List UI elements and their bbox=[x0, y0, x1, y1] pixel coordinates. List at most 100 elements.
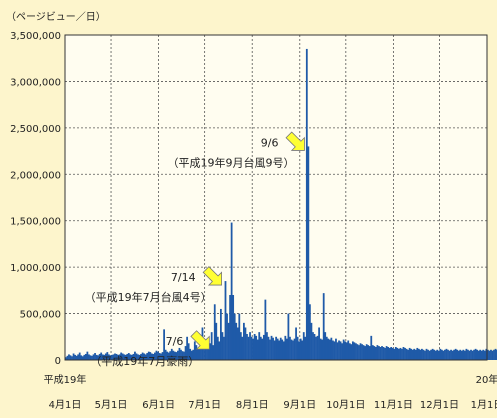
bar bbox=[275, 336, 278, 360]
annotation-arrow bbox=[285, 131, 305, 151]
bar bbox=[345, 342, 348, 360]
bar bbox=[293, 338, 296, 360]
bar bbox=[103, 354, 106, 360]
bar bbox=[65, 357, 67, 360]
bar bbox=[146, 353, 149, 360]
bar bbox=[339, 341, 342, 360]
bar bbox=[192, 349, 195, 360]
bar bbox=[100, 352, 103, 360]
x-tick-label: 8月1日 bbox=[236, 399, 269, 411]
bar bbox=[373, 346, 376, 360]
bar bbox=[249, 332, 251, 360]
bar bbox=[430, 349, 433, 360]
bar bbox=[312, 332, 314, 360]
bar bbox=[304, 336, 307, 360]
annotation-event: （平成19年9月台風9号） bbox=[167, 155, 294, 169]
bar bbox=[115, 353, 118, 360]
bar bbox=[282, 341, 285, 360]
bar bbox=[374, 347, 377, 360]
bar bbox=[307, 146, 310, 360]
y-axis-unit-label: （ページビュー／日） bbox=[6, 12, 106, 23]
bar bbox=[241, 336, 244, 360]
bar bbox=[401, 348, 403, 360]
bar bbox=[104, 353, 107, 360]
bar bbox=[224, 281, 227, 360]
bar bbox=[450, 349, 452, 360]
bar bbox=[358, 345, 360, 360]
bar bbox=[292, 340, 294, 360]
bar bbox=[213, 304, 216, 360]
bar bbox=[207, 347, 210, 360]
bar bbox=[183, 351, 185, 360]
bar bbox=[393, 348, 396, 360]
bar bbox=[134, 351, 136, 360]
bar bbox=[299, 338, 302, 360]
bar bbox=[355, 343, 357, 360]
bar bbox=[310, 322, 313, 360]
bar bbox=[433, 349, 436, 360]
bar bbox=[243, 322, 245, 360]
y-tick-label: 3,500,000 bbox=[10, 31, 61, 42]
bar bbox=[92, 354, 95, 360]
bar bbox=[470, 349, 472, 360]
bar bbox=[487, 349, 489, 360]
bar bbox=[474, 348, 477, 360]
bar bbox=[200, 347, 202, 360]
bar bbox=[178, 347, 181, 360]
bar bbox=[327, 338, 330, 360]
bar bbox=[365, 344, 368, 360]
bar bbox=[155, 350, 158, 360]
bar bbox=[394, 347, 397, 360]
bar bbox=[256, 339, 259, 360]
bar bbox=[351, 341, 354, 360]
bar bbox=[448, 350, 451, 360]
bar bbox=[442, 350, 445, 360]
bar bbox=[302, 332, 305, 360]
bar bbox=[135, 353, 138, 360]
bar bbox=[335, 338, 337, 360]
bar bbox=[138, 354, 141, 360]
bar bbox=[462, 349, 465, 360]
bar bbox=[396, 347, 399, 360]
bar bbox=[289, 336, 291, 360]
bar bbox=[259, 336, 262, 360]
bar bbox=[336, 342, 339, 360]
y-tick-label: 1,500,000 bbox=[10, 217, 61, 228]
bar bbox=[206, 347, 208, 360]
bar bbox=[471, 350, 474, 360]
bar bbox=[387, 347, 390, 360]
bar bbox=[121, 353, 124, 360]
bar bbox=[350, 344, 353, 360]
bar bbox=[269, 339, 271, 360]
bar bbox=[419, 349, 422, 360]
bar bbox=[316, 335, 319, 360]
bar bbox=[322, 293, 325, 360]
bar bbox=[364, 346, 367, 360]
bar bbox=[457, 350, 460, 360]
bar bbox=[444, 349, 446, 360]
bar bbox=[164, 349, 167, 360]
bar bbox=[68, 354, 70, 360]
bar bbox=[238, 313, 241, 360]
bar bbox=[318, 327, 320, 360]
bar bbox=[163, 329, 165, 360]
bar bbox=[348, 343, 351, 360]
bar bbox=[397, 348, 400, 360]
bar bbox=[295, 327, 297, 360]
bar bbox=[114, 353, 116, 360]
bar bbox=[451, 350, 454, 360]
bar bbox=[482, 349, 485, 360]
bar bbox=[111, 354, 113, 360]
bar bbox=[150, 353, 153, 360]
bar bbox=[212, 345, 215, 360]
bar bbox=[112, 354, 115, 360]
y-tick-label: 1,000,000 bbox=[10, 263, 61, 274]
bar bbox=[210, 332, 213, 360]
bar bbox=[453, 349, 456, 360]
bar bbox=[149, 352, 152, 360]
bar bbox=[250, 336, 253, 360]
bar bbox=[473, 349, 475, 360]
bar bbox=[305, 48, 308, 361]
bar bbox=[270, 335, 273, 360]
bar bbox=[338, 340, 340, 360]
